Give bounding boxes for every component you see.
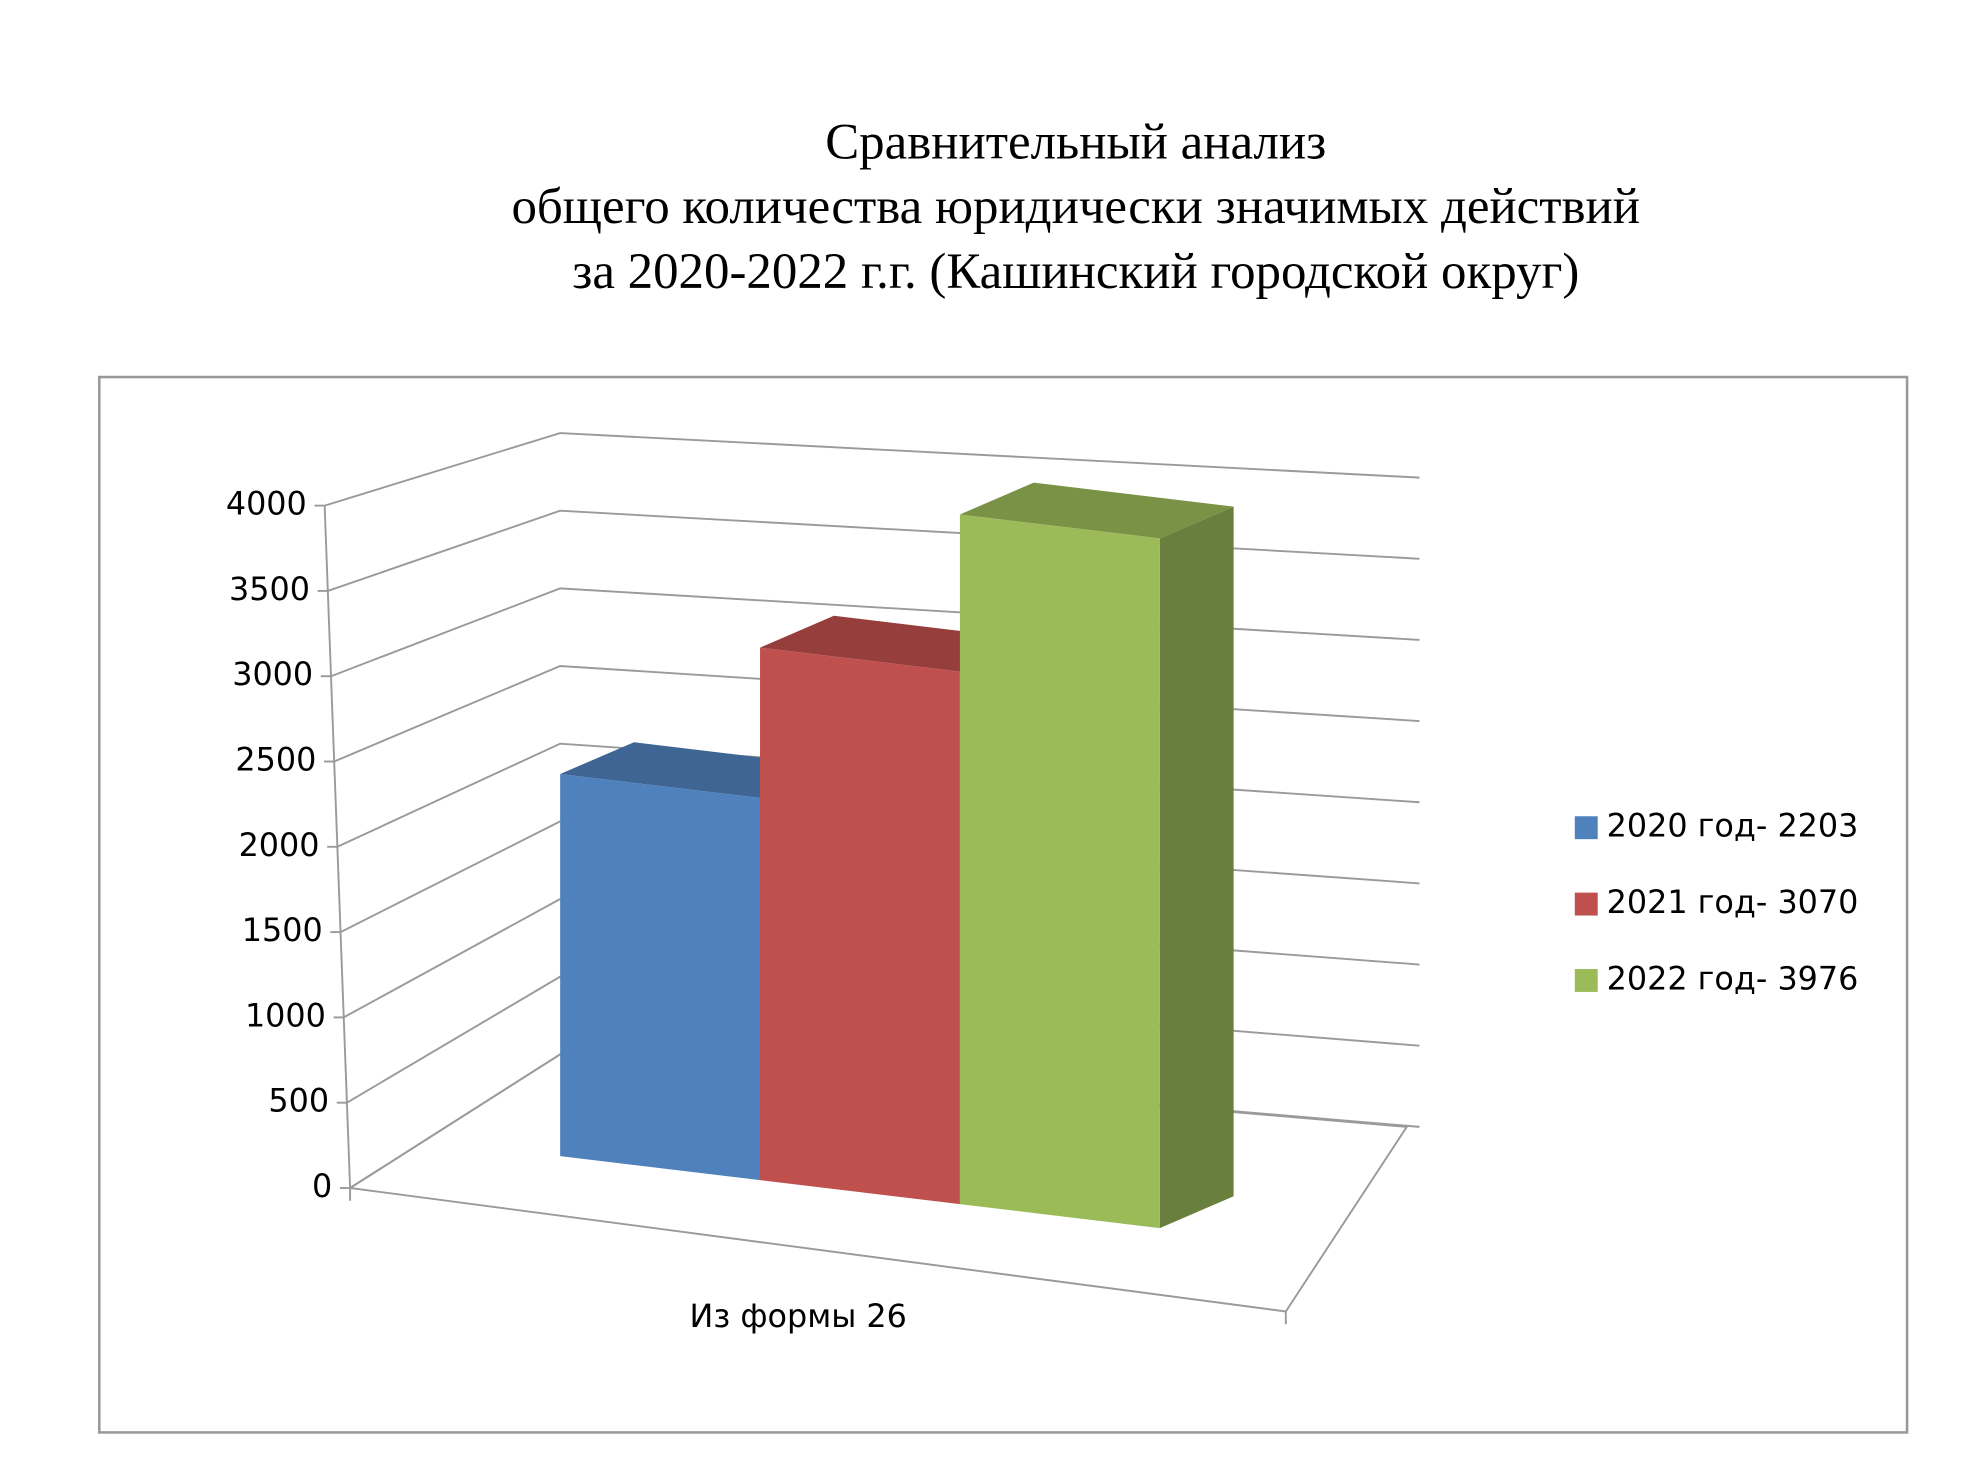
y-tick-label: 2500 bbox=[235, 741, 316, 779]
legend-label: 2020 год- 2203 bbox=[1607, 807, 1859, 845]
y-tick-label: 2000 bbox=[239, 826, 320, 864]
legend-label: 2022 год- 3976 bbox=[1607, 959, 1859, 997]
bar-side bbox=[1159, 506, 1234, 1229]
chart-title: за 2020-2022 г.г. (Кашинский городской о… bbox=[572, 244, 1579, 300]
y-tick-label: 3000 bbox=[232, 655, 313, 693]
y-tick-label: 3500 bbox=[229, 570, 310, 608]
grid-line bbox=[324, 432, 1420, 507]
legend-label: 2021 год- 3070 bbox=[1607, 883, 1859, 921]
chart-title: общего количества юридически значимых де… bbox=[511, 179, 1640, 235]
y-tick-label: 1500 bbox=[242, 911, 323, 949]
legend-swatch bbox=[1574, 969, 1598, 992]
y-tick-label: 4000 bbox=[226, 485, 307, 523]
legend-swatch bbox=[1574, 816, 1598, 840]
y-tick-label: 500 bbox=[268, 1082, 329, 1120]
legend-swatch bbox=[1574, 892, 1598, 916]
chart-title: Сравнительный анализ bbox=[825, 114, 1326, 170]
bar bbox=[959, 514, 1160, 1229]
bar bbox=[560, 774, 761, 1181]
bar bbox=[760, 647, 960, 1205]
bar-top bbox=[959, 482, 1234, 539]
y-tick-label: 1000 bbox=[245, 996, 326, 1034]
y-tick-label: 0 bbox=[312, 1167, 332, 1205]
x-tick-label: Из формы 26 bbox=[690, 1297, 907, 1335]
